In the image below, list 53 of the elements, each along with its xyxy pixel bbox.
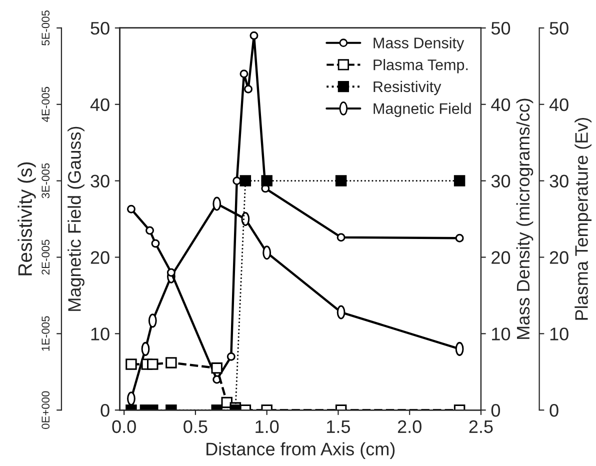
- y2-axis-title: Mass Density (micrograms/cc): [516, 98, 534, 339]
- y3-tick-label: 2E-005: [42, 240, 50, 275]
- point: [226, 352, 236, 361]
- x-tick-label: 0.5: [184, 420, 208, 434]
- point: [211, 362, 222, 374]
- y2-tick-label: 50: [491, 22, 510, 35]
- text: 40: [549, 98, 568, 112]
- text: 50: [550, 22, 568, 35]
- y-tick-label: 0: [100, 404, 110, 417]
- text: 0: [550, 404, 558, 417]
- y3-axis-title: Resistivity (s): [18, 162, 36, 276]
- point: [240, 70, 248, 78]
- legend-label: Resistivity: [374, 80, 442, 96]
- text: 20: [550, 251, 568, 264]
- y2-tick-label: 30: [491, 174, 510, 188]
- point: [151, 239, 160, 248]
- legend-label: Magnetic Field: [374, 102, 471, 118]
- y-tick-label: 50: [90, 22, 110, 35]
- point: [166, 357, 177, 368]
- x-axis-title: Distance from Axis (cm): [206, 442, 395, 460]
- point: [126, 204, 136, 214]
- point: [244, 84, 253, 94]
- point: [250, 31, 258, 40]
- y3-tick-label: 4E-005: [42, 86, 50, 122]
- x-tick-label: 0.0: [112, 420, 136, 434]
- y-tick-label: 30: [90, 174, 110, 188]
- y3-tick-label: 1E-005: [42, 316, 50, 351]
- y3-tick-label: 3E-005: [42, 163, 50, 198]
- x-tick-label: 2.5: [469, 420, 493, 434]
- legend-label: Mass Density: [374, 37, 464, 52]
- y-tick-label: 20: [90, 251, 110, 264]
- point: [147, 358, 158, 370]
- point: [166, 268, 176, 277]
- point: [126, 358, 137, 370]
- text: 10: [550, 328, 568, 340]
- y2-tick-label: 10: [492, 328, 510, 340]
- point: [146, 226, 154, 235]
- y3-tick-label: 0E+000: [42, 391, 50, 429]
- point: [336, 233, 346, 242]
- y-axis-title: Magnetic Field (Gauss): [68, 126, 84, 311]
- y-tick-label: 10: [91, 328, 110, 340]
- x-tick-label: 1.0: [256, 420, 279, 434]
- y3-tick-label: 5E-005: [42, 10, 50, 46]
- text: Plasma Temperature (Ev): [574, 118, 592, 320]
- y-tick-label: 40: [90, 98, 110, 112]
- x-tick-label: 1.5: [327, 420, 350, 434]
- y2-tick-label: 20: [492, 251, 510, 264]
- text: 30: [550, 174, 568, 188]
- y2-tick-label: 40: [491, 98, 510, 112]
- y2-tick-label: 0: [491, 404, 500, 417]
- x-tick-label: 2.0: [398, 420, 422, 434]
- point: [455, 234, 464, 242]
- legend-label: Plasma Temp.: [374, 59, 468, 74]
